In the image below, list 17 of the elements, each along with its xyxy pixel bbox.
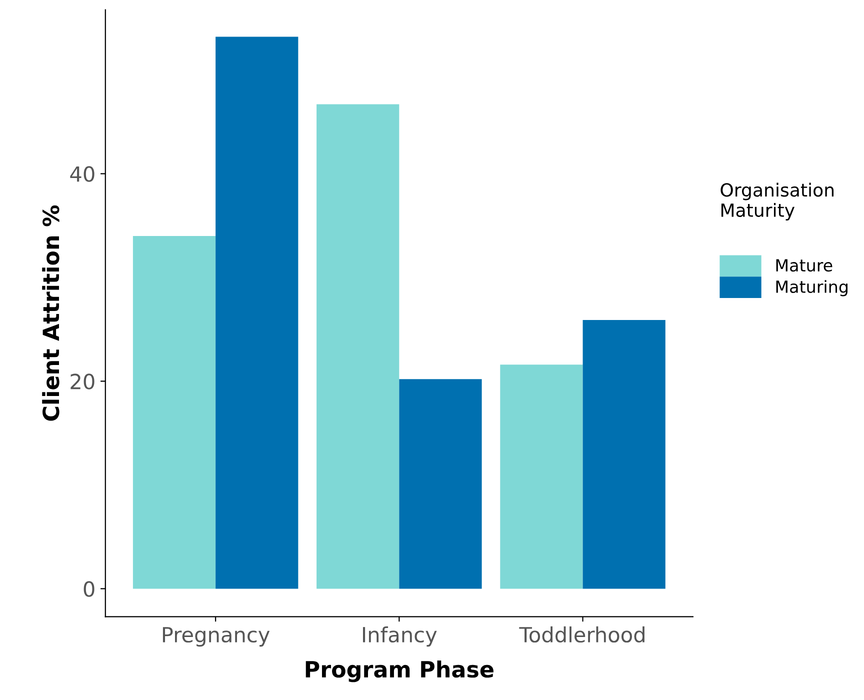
bar — [399, 379, 482, 589]
bar — [582, 320, 666, 589]
bar — [132, 236, 216, 589]
legend-title: Organisation Maturity — [720, 182, 834, 220]
x-axis-title: Program Phase — [306, 660, 494, 682]
y-tick-label: 0 — [84, 581, 94, 597]
legend-label: Mature — [776, 259, 832, 272]
x-tick-label: Infancy — [362, 626, 437, 647]
y-axis-title: Client Attrition % — [42, 205, 60, 421]
legend-label: Maturing — [776, 280, 848, 296]
y-tick-label: 20 — [70, 374, 94, 390]
bar — [216, 36, 298, 589]
y-tick-label: 40 — [70, 166, 94, 182]
bar — [316, 104, 400, 589]
x-tick-label: Toddlerhood — [519, 626, 644, 643]
bar — [500, 364, 583, 589]
x-tick-label: Pregnancy — [162, 627, 270, 647]
